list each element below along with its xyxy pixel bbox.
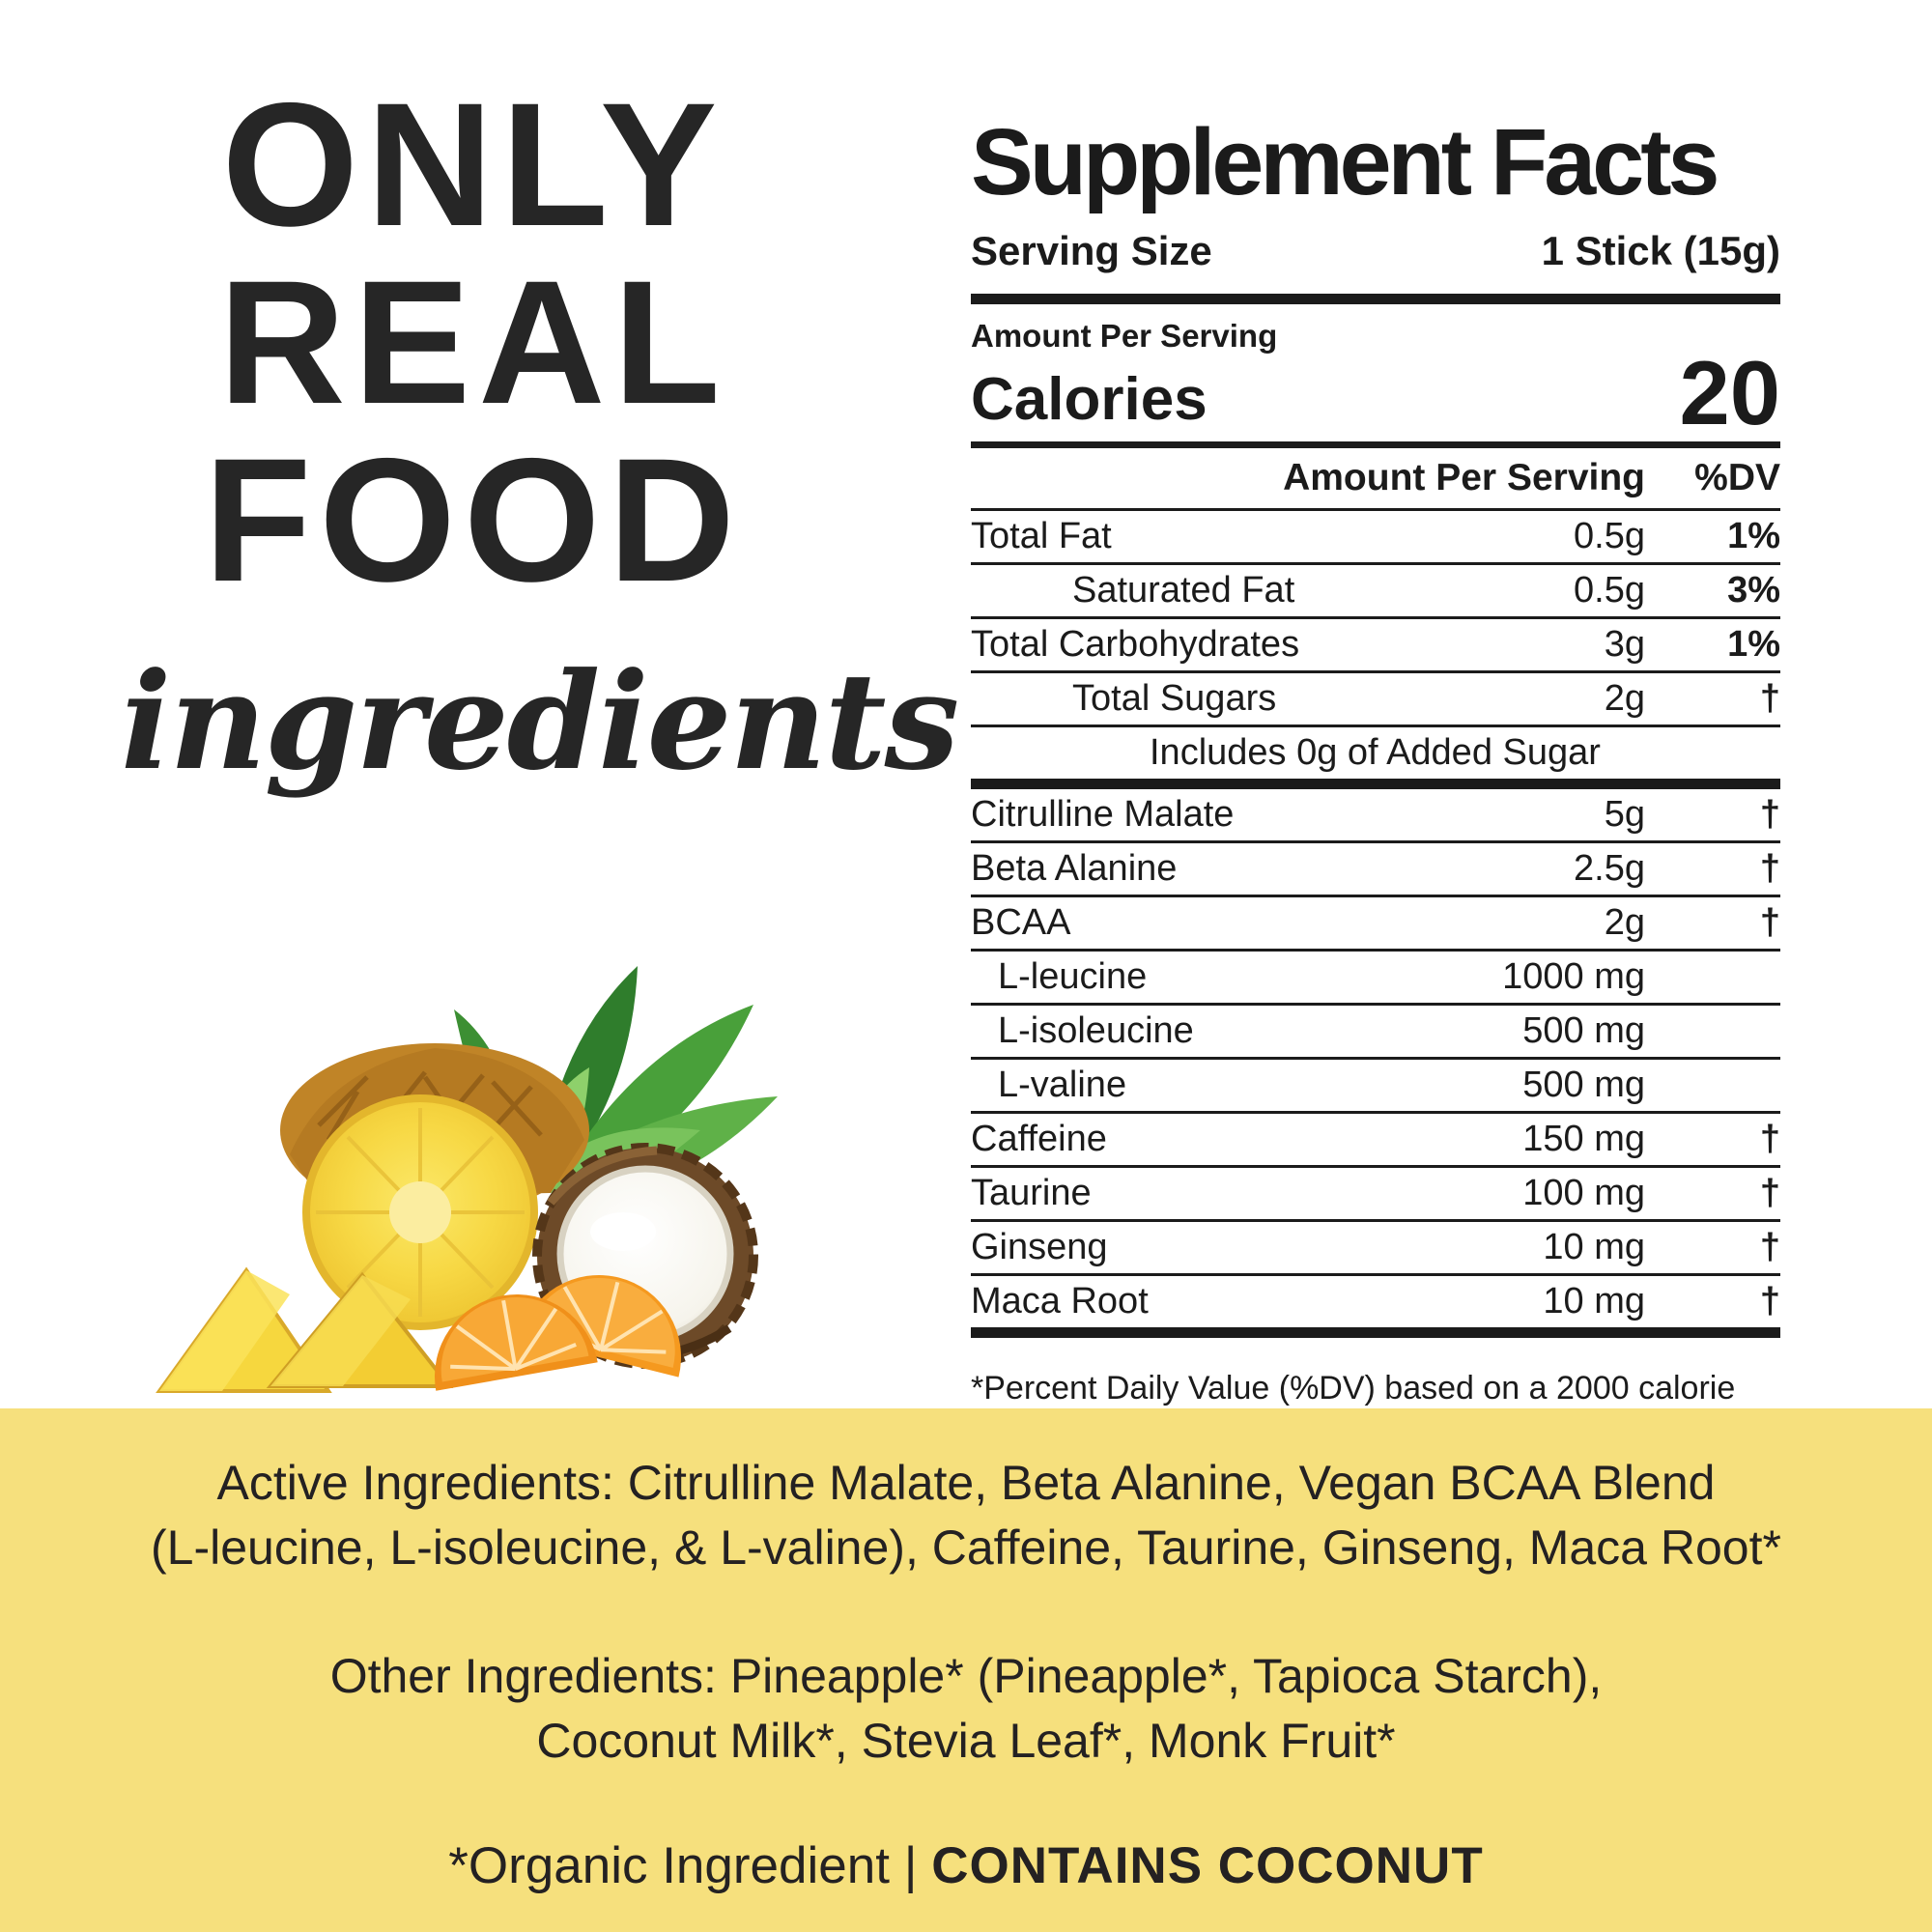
nutrient-dv: † [1759, 1119, 1780, 1159]
active-ingredients-line2: (L-leucine, L-isoleucine, & L-valine), C… [151, 1520, 1781, 1575]
nutrient-name: Maca Root [971, 1281, 1149, 1321]
nutrient-dv: † [1759, 1227, 1780, 1267]
thick-rule [971, 1327, 1780, 1338]
other-ingredients-line1: Other Ingredients: Pineapple* (Pineapple… [329, 1649, 1603, 1703]
table-row: Saturated Fat 0.5g 3% [971, 562, 1780, 616]
organic-note: *Organic Ingredient [448, 1837, 890, 1894]
nutrient-amount: 500 mg [1522, 1065, 1645, 1105]
nutrient-name: Citrulline Malate [971, 794, 1235, 835]
nutrient-name: L-isoleucine [998, 1010, 1194, 1051]
other-ingredients-line2: Coconut Milk*, Stevia Leaf*, Monk Fruit* [536, 1714, 1396, 1768]
calories-label: Calories [971, 366, 1208, 433]
nutrient-name: Taurine [971, 1173, 1092, 1213]
nutrient-name: BCAA [971, 902, 1071, 943]
table-row: Ginseng 10 mg † [971, 1219, 1780, 1273]
serving-size-value: 1 Stick (15g) [1541, 228, 1780, 273]
thick-rule [971, 779, 1780, 789]
dv-column-header: %DV [1694, 457, 1780, 498]
table-row: Total Sugars 2g † [971, 670, 1780, 724]
organic-allergen-line: *Organic Ingredient | CONTAINS COCONUT [0, 1833, 1932, 1898]
script-word: ingredients [121, 642, 959, 800]
nutrient-dv: † [1759, 902, 1780, 943]
table-row: Includes 0g of Added Sugar [971, 724, 1780, 779]
table-row: Maca Root 10 mg † [971, 1273, 1780, 1327]
nutrient-amount: 2g [1604, 678, 1645, 719]
nutrient-amount: 2g [1604, 902, 1645, 943]
nutrient-dv: 1% [1727, 624, 1780, 665]
nutrient-name: Total Fat [971, 516, 1112, 556]
fruit-illustration-svg [156, 966, 778, 1393]
table-row: Beta Alanine 2.5g † [971, 840, 1780, 895]
ingredients-band: Active Ingredients: Citrulline Malate, B… [0, 1408, 1932, 1932]
nutrient-dv: 1% [1727, 516, 1780, 556]
nutrient-amount: 0.5g [1574, 570, 1645, 611]
headline-line-2: REAL [218, 243, 728, 440]
table-row: BCAA 2g † [971, 895, 1780, 949]
fruit-image [135, 952, 802, 1406]
thick-rule [971, 294, 1780, 304]
table-row: L-isoleucine 500 mg [971, 1003, 1780, 1057]
nutrient-amount: 0.5g [1574, 516, 1645, 556]
nutrient-name: Includes 0g of Added Sugar [1150, 732, 1601, 773]
nutrient-name: Total Sugars [1072, 678, 1277, 719]
nutrient-amount: 5g [1604, 794, 1645, 835]
nutrient-name: Saturated Fat [1072, 570, 1295, 611]
nutrient-dv: 3% [1727, 570, 1780, 611]
nutrient-dv: † [1759, 1173, 1780, 1213]
nutrient-amount: 1000 mg [1502, 956, 1645, 997]
nutrient-amount: 100 mg [1522, 1173, 1645, 1213]
table-row: L-valine 500 mg [971, 1057, 1780, 1111]
nutrient-amount: 3g [1604, 624, 1645, 665]
nutrient-name: Ginseng [971, 1227, 1108, 1267]
nutrient-name: Total Carbohydrates [971, 624, 1300, 665]
table-row: Caffeine 150 mg † [971, 1111, 1780, 1165]
nutrient-amount: 2.5g [1574, 848, 1645, 889]
pineapple-icon [280, 1043, 589, 1330]
table-row: Citrulline Malate 5g † [971, 789, 1780, 840]
nutrient-name: L-leucine [998, 956, 1148, 997]
table-row: Total Fat 0.5g 1% [971, 508, 1780, 562]
headline: ONLY REAL FOOD [121, 75, 826, 609]
nutrient-amount: 500 mg [1522, 1010, 1645, 1051]
orange-slices-icon [435, 1275, 681, 1391]
headline-line-1: ONLY [221, 66, 725, 263]
nutrient-name: L-valine [998, 1065, 1127, 1105]
table-row: L-leucine 1000 mg [971, 949, 1780, 1003]
nutrient-dv: † [1759, 848, 1780, 889]
medium-rule [971, 441, 1780, 448]
active-ingredients-text: Active Ingredients: Citrulline Malate, B… [0, 1408, 1932, 1580]
calories-value: 20 [1679, 342, 1780, 443]
nutrient-dv: † [1759, 794, 1780, 835]
nutrient-amount: 10 mg [1543, 1227, 1645, 1267]
nutrient-dv: † [1759, 1281, 1780, 1321]
nutrient-name: Beta Alanine [971, 848, 1178, 889]
amount-per-serving-label: Amount Per Serving [971, 318, 1278, 354]
serving-size-label: Serving Size [971, 228, 1212, 273]
separator-pipe: | [903, 1837, 918, 1894]
amount-column-header: Amount Per Serving [1283, 457, 1645, 498]
nutrient-amount: 10 mg [1543, 1281, 1645, 1321]
facts-title: Supplement Facts [971, 109, 1719, 214]
calories-row: Calories 20 [971, 342, 1780, 443]
pineapple-chunks-icon [156, 1266, 454, 1393]
nutrient-amount: 150 mg [1522, 1119, 1645, 1159]
other-ingredients-text: Other Ingredients: Pineapple* (Pineapple… [0, 1644, 1932, 1774]
supplement-facts-panel: Supplement Facts Serving Size 1 Stick (1… [971, 114, 1780, 1497]
serving-size-row: Serving Size 1 Stick (15g) [971, 228, 1780, 294]
table-row: Total Carbohydrates 3g 1% [971, 616, 1780, 670]
table-row: Taurine 100 mg † [971, 1165, 1780, 1219]
column-header-row: Amount Per Serving %DV [971, 448, 1780, 508]
allergen-statement: CONTAINS COCONUT [931, 1837, 1484, 1894]
nutrient-name: Caffeine [971, 1119, 1107, 1159]
nutrient-dv: † [1759, 678, 1780, 719]
left-column: ONLY REAL FOOD ingredients [121, 75, 959, 800]
active-ingredients-line1: Active Ingredients: Citrulline Malate, B… [216, 1456, 1716, 1510]
headline-line-3: FOOD [204, 421, 743, 618]
